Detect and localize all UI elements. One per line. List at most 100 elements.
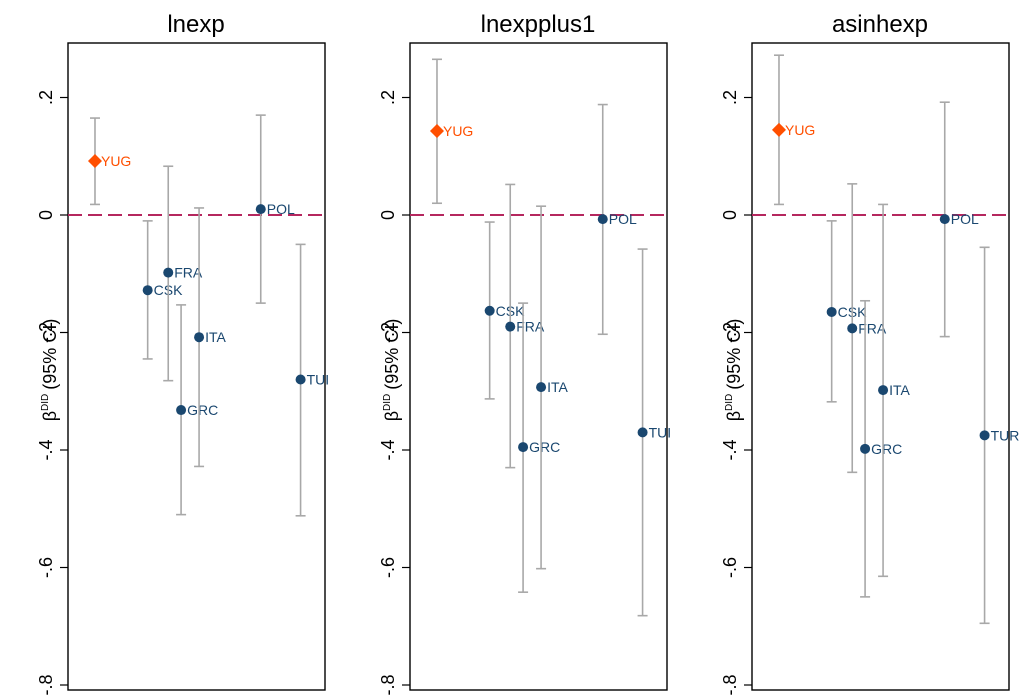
circle-marker xyxy=(295,374,306,385)
point-grc: GRC xyxy=(518,302,560,593)
point-ita: ITA xyxy=(536,205,568,570)
y-axis-label-symbol: β xyxy=(40,411,60,421)
point-pol: POL xyxy=(939,101,979,338)
point-tur: TUR xyxy=(979,246,1020,625)
point-tui: TUI xyxy=(295,243,330,517)
circle-marker xyxy=(847,323,858,334)
circle-marker xyxy=(505,321,516,332)
circle-marker xyxy=(142,285,153,296)
panel-title: asinhexp xyxy=(832,11,928,38)
circle-marker xyxy=(860,443,871,454)
point-label: ITA xyxy=(205,329,226,345)
y-axis-label-symbol: β xyxy=(382,411,402,421)
point-label: ITA xyxy=(547,379,568,395)
plot-frame xyxy=(409,42,668,691)
point-ita: ITA xyxy=(194,207,226,468)
point-fra: FRA xyxy=(505,183,545,469)
point-fra: FRA xyxy=(163,165,203,382)
diamond-marker xyxy=(429,123,444,138)
y-tick-label: .2 xyxy=(720,90,740,105)
point-yug: YUG xyxy=(87,117,131,206)
y-axis-label-symbol: β xyxy=(724,411,744,421)
point-label: TUI xyxy=(649,424,672,440)
y-tick-label: .2 xyxy=(36,90,56,105)
plot-frame xyxy=(751,42,1010,691)
panel-title: lnexp xyxy=(167,11,224,38)
y-tick-label: -.2 xyxy=(720,322,740,343)
y-tick-label: 0 xyxy=(36,210,56,220)
point-grc: GRC xyxy=(860,299,902,598)
point-label: ITA xyxy=(889,382,910,398)
point-pol: POL xyxy=(255,114,295,304)
point-csk: CSK xyxy=(826,220,867,403)
y-tick-label: -.2 xyxy=(36,322,56,343)
circle-marker xyxy=(518,442,529,453)
point-label: POL xyxy=(267,201,295,217)
diamond-marker xyxy=(87,153,102,168)
y-tick-label: -.8 xyxy=(378,674,398,695)
y-axis-label: βDID (95% CI) xyxy=(40,319,60,422)
point-label: YUG xyxy=(785,122,815,138)
point-label: FRA xyxy=(174,265,203,281)
y-tick-label: 0 xyxy=(378,210,398,220)
y-tick-label: -.4 xyxy=(36,439,56,460)
point-fra: FRA xyxy=(847,183,887,474)
point-grc: GRC xyxy=(176,304,218,516)
circle-marker xyxy=(255,204,266,215)
point-label: YUG xyxy=(101,153,131,169)
y-tick-label: -.8 xyxy=(36,674,56,695)
point-ita: ITA xyxy=(878,203,910,578)
point-yug: YUG xyxy=(429,58,473,205)
y-tick-label: -.8 xyxy=(720,674,740,695)
point-csk: CSK xyxy=(142,220,183,360)
circle-marker xyxy=(484,305,495,316)
diamond-marker xyxy=(771,122,786,137)
y-axis-label-superscript: DID xyxy=(40,394,51,411)
y-axis-label-superscript: DID xyxy=(724,394,735,411)
point-label: TUI xyxy=(307,372,330,388)
point-label: GRC xyxy=(529,439,560,455)
y-axis-label-text: (95% CI) xyxy=(382,319,402,390)
point-label: YUG xyxy=(443,123,473,139)
y-tick-label: -.6 xyxy=(720,557,740,578)
circle-marker xyxy=(878,385,889,396)
point-yug: YUG xyxy=(771,54,815,206)
point-csk: CSK xyxy=(484,221,525,400)
circle-marker xyxy=(939,214,950,225)
circle-marker xyxy=(637,427,648,438)
point-label: TUR xyxy=(991,427,1020,443)
y-axis-label-superscript: DID xyxy=(382,394,393,411)
y-tick-label: -.6 xyxy=(378,557,398,578)
point-pol: POL xyxy=(597,103,637,336)
y-tick-label: 0 xyxy=(720,210,740,220)
circle-marker xyxy=(176,405,187,416)
y-tick-label: -.4 xyxy=(378,439,398,460)
y-tick-label: -.2 xyxy=(378,322,398,343)
point-tui: TUI xyxy=(637,248,672,617)
y-axis-label-text: (95% CI) xyxy=(724,319,744,390)
plot-frame xyxy=(67,42,326,691)
y-tick-label: .2 xyxy=(378,90,398,105)
point-label: GRC xyxy=(187,402,218,418)
circle-marker xyxy=(194,332,205,343)
circle-marker xyxy=(536,382,547,393)
y-axis-label: βDID (95% CI) xyxy=(724,319,744,422)
y-axis-label: βDID (95% CI) xyxy=(382,319,402,422)
y-axis-label-text: (95% CI) xyxy=(40,319,60,390)
y-tick-label: -.6 xyxy=(36,557,56,578)
circle-marker xyxy=(163,267,174,278)
point-label: POL xyxy=(609,211,637,227)
point-label: POL xyxy=(951,211,979,227)
y-tick-label: -.4 xyxy=(720,439,740,460)
point-label: GRC xyxy=(871,441,902,457)
circle-marker xyxy=(597,214,608,225)
circle-marker xyxy=(826,306,837,317)
circle-marker xyxy=(979,430,990,441)
panel-title: lnexpplus1 xyxy=(481,11,596,38)
